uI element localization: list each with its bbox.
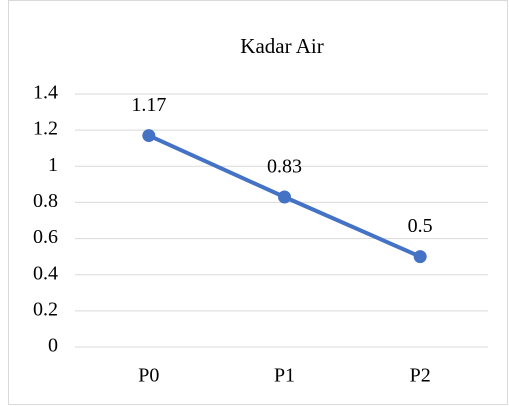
data-label: 1.17 xyxy=(131,94,166,116)
y-tick-label: 0 xyxy=(48,335,58,357)
x-tick-label: P1 xyxy=(274,365,295,387)
y-tick-label: 1.2 xyxy=(33,118,58,140)
chart-title: Kadar Air xyxy=(240,34,323,58)
y-tick-label: 1 xyxy=(48,154,58,176)
marker xyxy=(413,250,427,264)
y-tick-label: 0.6 xyxy=(33,226,58,248)
x-tick-label: P2 xyxy=(410,365,431,387)
marker xyxy=(142,129,156,143)
y-tick-label: 0.8 xyxy=(33,190,58,212)
marker xyxy=(278,190,291,204)
data-label: 0.5 xyxy=(408,215,433,237)
y-tick-label: 0.4 xyxy=(33,262,58,284)
x-tick-label: P0 xyxy=(138,365,159,387)
data-label: 0.83 xyxy=(267,156,302,178)
y-tick-label: 1.4 xyxy=(33,82,58,104)
y-tick-label: 0.2 xyxy=(33,298,58,320)
